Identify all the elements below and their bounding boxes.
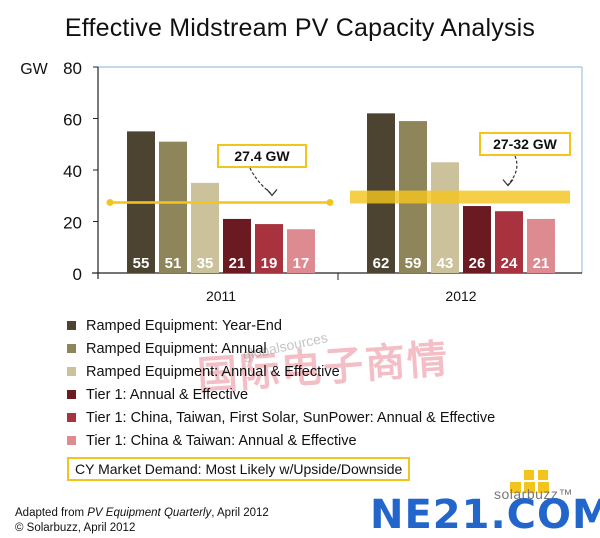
y-tick-label: 80 xyxy=(63,59,82,78)
bar-value-label: 55 xyxy=(133,255,150,272)
demand-markers: 27.4 GW 27-32 GW xyxy=(106,132,571,206)
y-tick-label: 40 xyxy=(63,162,82,181)
credit-suffix: , April 2012 xyxy=(211,507,269,519)
legend-item: Ramped Equipment: Annual xyxy=(67,337,537,360)
bar xyxy=(159,141,187,273)
x-category-label: 2012 xyxy=(445,288,476,304)
legend-swatch xyxy=(67,413,76,422)
y-tick-label: 60 xyxy=(63,111,82,130)
legend-item: Tier 1: China & Taiwan: Annual & Effecti… xyxy=(67,429,537,452)
chart-legend: Ramped Equipment: Year-End Ramped Equipme… xyxy=(67,314,537,452)
demand-callout-2012-box xyxy=(479,132,571,156)
demand-callout-2011-box xyxy=(217,144,307,168)
bar xyxy=(431,162,459,273)
demand-marker xyxy=(326,198,334,206)
bar-value-label: 19 xyxy=(261,255,278,272)
bar xyxy=(191,182,219,273)
demand-callout-2012-arrowhead xyxy=(502,179,514,187)
demand-band-2012 xyxy=(350,190,570,204)
legend-swatch xyxy=(67,321,76,330)
legend-item: Tier 1: China, Taiwan, First Solar, SunP… xyxy=(67,406,537,429)
source-credits: Adapted from PV Equipment Quarterly, Apr… xyxy=(15,506,269,536)
legend-swatch xyxy=(67,390,76,399)
bar-value-label: 24 xyxy=(501,255,518,272)
demand-callout-2011-text: 27.4 GW xyxy=(234,148,290,164)
legend-item: Ramped Equipment: Year-End xyxy=(67,314,537,337)
bar-value-label: 51 xyxy=(165,255,182,272)
demand-callout-2011-arrowhead xyxy=(266,189,278,197)
demand-legend-box: CY Market Demand: Most Likely w/Upside/D… xyxy=(67,457,411,481)
legend-label: Ramped Equipment: Annual xyxy=(86,340,267,357)
x-category-label: 2011 xyxy=(206,288,236,304)
bar xyxy=(287,229,315,273)
chart-axes: 0 20 40 60 80 GW 2011 2012 xyxy=(20,59,582,304)
legend-swatch xyxy=(67,367,76,376)
y-tick-label: 0 xyxy=(73,265,82,284)
legend-label: Ramped Equipment: Year-End xyxy=(86,317,282,334)
y-tick-label: 20 xyxy=(63,214,82,233)
bar-value-label: 59 xyxy=(405,255,422,272)
bar-value-label: 35 xyxy=(197,255,214,272)
legend-label: Tier 1: China & Taiwan: Annual & Effecti… xyxy=(86,432,357,449)
y-axis-unit-label: GW xyxy=(20,61,48,78)
bar-value-label: 21 xyxy=(229,255,246,272)
chart-grid xyxy=(98,66,583,273)
legend-label: Tier 1: Annual & Effective xyxy=(86,386,249,403)
bar xyxy=(527,218,555,273)
demand-callout-2011-arrow xyxy=(249,167,273,195)
bar xyxy=(255,224,283,273)
bar-value-label: 43 xyxy=(437,255,454,272)
solarbuzz-logo-text: solarbuzz™ xyxy=(494,486,573,502)
legend-item: Tier 1: Annual & Effective xyxy=(67,383,537,406)
bar xyxy=(495,211,523,273)
ne21-logo: NE21.COM xyxy=(370,492,600,538)
credit-prefix: Adapted from xyxy=(15,507,88,519)
legend-swatch xyxy=(67,436,76,445)
legend-item: Ramped Equipment: Annual & Effective xyxy=(67,360,537,383)
bar xyxy=(223,218,251,273)
demand-callout-2012-text: 27-32 GW xyxy=(493,136,558,152)
chart-title: Effective Midstream PV Capacity Analysis xyxy=(64,14,536,42)
demand-callout-2012-arrow xyxy=(507,155,518,186)
legend-label: Ramped Equipment: Annual & Effective xyxy=(86,363,340,380)
bar-value-label: 62 xyxy=(373,255,390,272)
bar-value-label: 17 xyxy=(293,255,310,272)
bar-value-label: 21 xyxy=(533,255,550,272)
credit-publication: PV Equipment Quarterly xyxy=(87,507,212,519)
demand-marker xyxy=(106,198,114,206)
bar-value-label: 26 xyxy=(469,255,486,272)
legend-swatch xyxy=(67,344,76,353)
legend-label: Tier 1: China, Taiwan, First Solar, SunP… xyxy=(86,409,496,426)
bar xyxy=(463,206,491,273)
credit-copyright: © Solarbuzz, April 2012 xyxy=(15,522,136,534)
